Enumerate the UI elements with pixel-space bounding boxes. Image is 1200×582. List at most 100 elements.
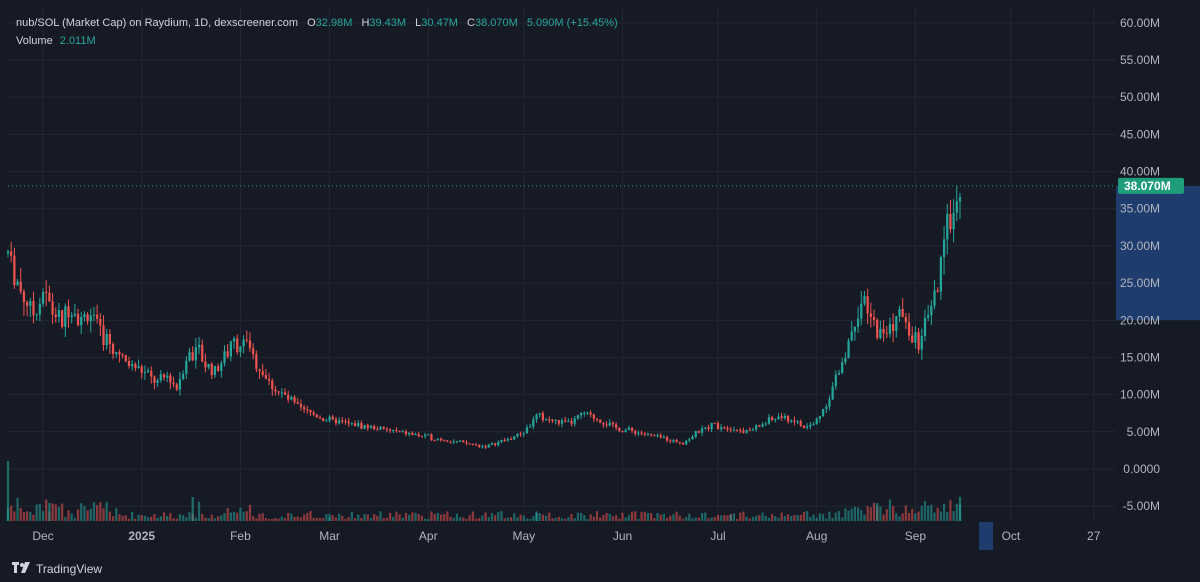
candle (347, 417, 350, 427)
time-axis[interactable]: Dec 2025 Feb Mar Apr May Jun Jul Aug Sep Oct 27 (32, 529, 1100, 543)
volume-bar (172, 518, 175, 521)
tradingview-logo[interactable]: TradingView (12, 561, 103, 577)
close-value: 38.070M (475, 17, 518, 29)
candle (637, 430, 640, 437)
tradingview-brand: TradingView (36, 562, 103, 576)
candle-body (927, 315, 930, 318)
candle-body (841, 362, 844, 373)
candle (541, 410, 545, 423)
volume-bar (10, 505, 13, 521)
candle (404, 429, 408, 437)
volume-bar (127, 518, 131, 521)
volume-bar (57, 506, 61, 521)
volume-bar (707, 518, 710, 521)
volume-bar (704, 512, 707, 521)
volume-bar (911, 508, 914, 521)
x-tick-label: Dec (32, 529, 53, 543)
volume-bar (382, 518, 385, 521)
candle-body (350, 423, 353, 425)
candles (6, 186, 962, 449)
candle (710, 422, 713, 433)
candle (201, 339, 204, 363)
candle (80, 311, 83, 334)
volume-bar (408, 514, 411, 521)
volume-label[interactable]: Volume (16, 35, 53, 47)
candle (306, 405, 309, 414)
candle (828, 395, 831, 411)
candle-body (802, 425, 806, 429)
candle-body (16, 281, 19, 286)
candle (548, 416, 551, 424)
volume-bar (780, 512, 783, 521)
volume-bar (758, 515, 761, 521)
change-value: 5.090M (+15.45%) (526, 17, 618, 29)
candle-body (334, 419, 338, 424)
volume-bar (299, 517, 303, 521)
candle (146, 367, 150, 373)
candle-body (599, 419, 602, 423)
candle-body (261, 371, 264, 376)
candle (672, 439, 675, 444)
candle-body (201, 344, 204, 362)
volume-bar (54, 504, 57, 521)
candle (589, 410, 592, 418)
candle (532, 416, 535, 430)
volume-bar (452, 518, 455, 521)
candle-body (369, 425, 373, 428)
volume-bar (64, 517, 67, 521)
candle (10, 241, 13, 263)
volume-bar (108, 511, 111, 521)
candle (564, 416, 567, 423)
candle-body (618, 427, 621, 432)
candle-body (672, 439, 675, 442)
volume-bar (80, 503, 83, 521)
candle (955, 186, 958, 221)
volume-bar (16, 497, 19, 521)
candle-body (481, 446, 484, 448)
candle (621, 430, 624, 433)
candle-body (653, 434, 656, 436)
candle-body (274, 389, 277, 392)
candle (640, 430, 643, 436)
volume-bar (516, 517, 519, 521)
candle-body (404, 431, 408, 435)
symbol-title[interactable]: nub/SOL (Market Cap) on Raydium, 1D, dex… (16, 17, 299, 29)
volume-bar (710, 517, 713, 521)
candle-body (586, 412, 589, 414)
candle-body (427, 434, 430, 436)
candle-body (892, 324, 895, 332)
volume-bar (277, 518, 280, 521)
candle (108, 329, 111, 355)
volume-bar (786, 514, 790, 521)
candle (99, 312, 102, 337)
candle-body (111, 343, 115, 355)
candle-body (936, 290, 939, 292)
volume-bar (634, 511, 637, 521)
candle-body (576, 415, 580, 419)
candle (662, 434, 665, 439)
price-axis[interactable]: 60.00M 55.00M 50.00M 45.00M 40.00M 35.00M 30.0… (1120, 16, 1160, 513)
volume-bar (586, 518, 589, 521)
y-tick-label: 5.00M (1127, 425, 1160, 439)
candle (694, 430, 697, 439)
candle (605, 421, 608, 428)
volume-bar (656, 513, 659, 521)
candle-body (172, 382, 175, 385)
volume-bar (573, 518, 576, 521)
volume-bar (131, 511, 134, 521)
candle-body (509, 439, 513, 441)
candle (455, 440, 459, 444)
candle-body (325, 420, 328, 422)
volume-bar (19, 507, 22, 521)
candle-body (29, 301, 32, 306)
candle (226, 343, 229, 359)
candle-body (32, 301, 35, 316)
candle (952, 199, 955, 243)
candle-body (25, 302, 29, 306)
volume-bar (245, 511, 248, 521)
candle (809, 422, 812, 430)
volume-bar (681, 518, 685, 521)
candle-body (57, 310, 61, 318)
candle (331, 414, 334, 421)
